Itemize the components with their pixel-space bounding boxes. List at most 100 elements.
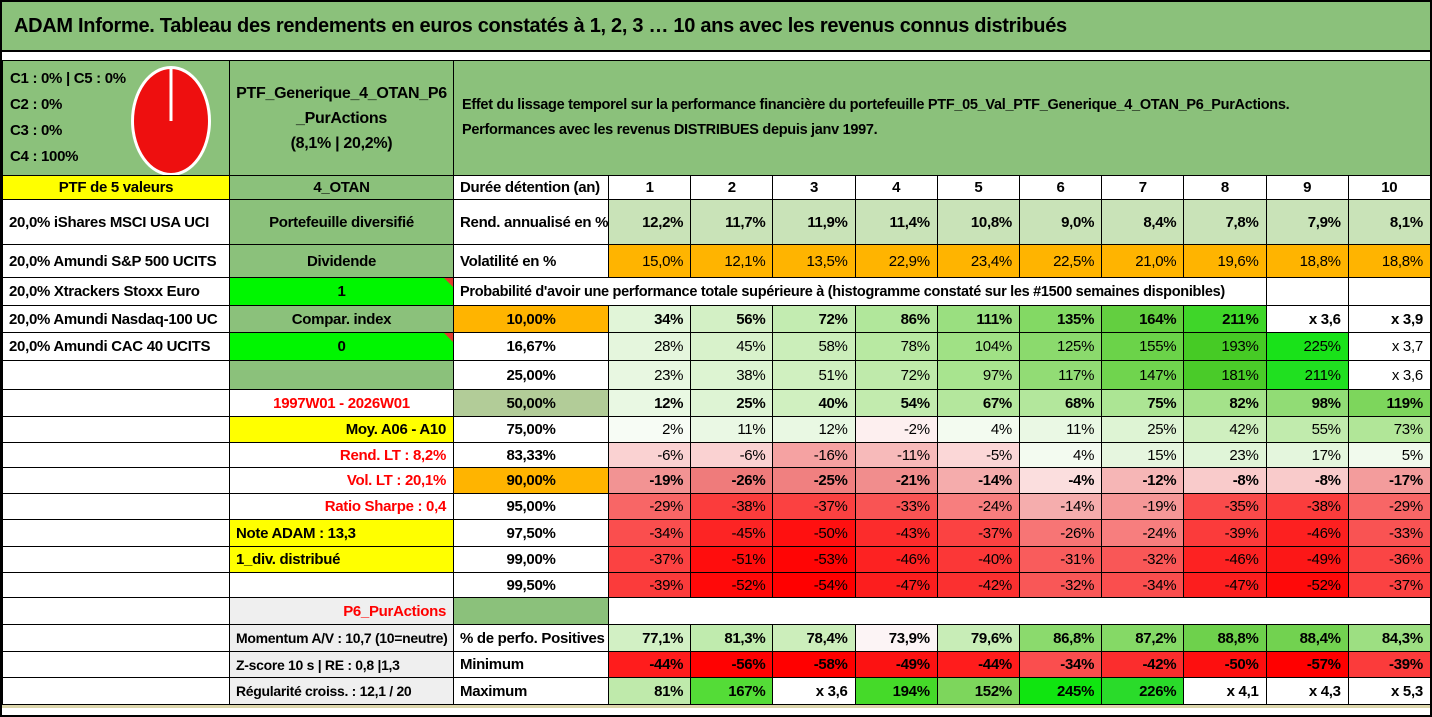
value-cell[interactable]: -39% (1184, 520, 1267, 547)
value-cell[interactable]: 111% (937, 306, 1020, 333)
value-cell[interactable]: -19% (609, 468, 692, 494)
value-cell[interactable]: 7,8% (1184, 200, 1267, 245)
value-cell[interactable]: 81% (609, 678, 692, 705)
value-cell[interactable]: -4% (1019, 468, 1103, 494)
fund-label-cell[interactable]: 20,0% Amundi Nasdaq-100 UC (3, 306, 230, 333)
value-cell[interactable]: 18,8% (1266, 245, 1349, 278)
value-cell[interactable]: 11,7% (691, 200, 774, 245)
value-cell[interactable]: -42% (1102, 652, 1185, 678)
value-cell[interactable]: 155% (1102, 333, 1185, 361)
value-cell[interactable]: 87,2% (1102, 625, 1185, 652)
fund-label-cell[interactable] (3, 361, 230, 390)
value-cell[interactable]: -29% (1348, 494, 1430, 520)
value-cell[interactable]: 225% (1266, 333, 1349, 361)
value-cell[interactable]: -12% (1102, 468, 1185, 494)
value-cell[interactable]: -8% (1266, 468, 1349, 494)
value-cell[interactable]: -19% (1102, 494, 1185, 520)
value-cell[interactable]: 11,4% (855, 200, 938, 245)
side-label-cell[interactable]: Momentum A/V : 10,7 (10=neutre) (230, 625, 454, 652)
fund-label-cell[interactable] (3, 520, 230, 547)
value-cell[interactable]: 78% (855, 333, 938, 361)
value-cell[interactable]: 25% (691, 390, 774, 417)
side-label-cell[interactable]: 1 (230, 278, 454, 306)
row-label-cell[interactable]: 25,00% (454, 361, 609, 390)
row-label-cell[interactable]: 16,67% (454, 333, 609, 361)
value-cell[interactable]: -31% (1019, 547, 1103, 573)
fund-label-cell[interactable]: 20,0% Amundi S&P 500 UCITS (3, 245, 230, 278)
value-cell[interactable]: -38% (691, 494, 774, 520)
value-cell[interactable]: -45% (691, 520, 774, 547)
value-cell[interactable]: 68% (1019, 390, 1103, 417)
side-label-cell[interactable] (230, 573, 454, 598)
value-cell[interactable]: 211% (1184, 306, 1267, 333)
fund-label-cell[interactable]: 20,0% Amundi CAC 40 UCITS (3, 333, 230, 361)
side-label-cell[interactable]: P6_PurActions (230, 598, 454, 625)
fund-label-cell[interactable] (3, 625, 230, 652)
value-cell[interactable]: -46% (1266, 520, 1349, 547)
value-cell[interactable]: 4% (937, 417, 1020, 443)
year-column-header-6[interactable]: 6 (1019, 176, 1103, 200)
value-cell[interactable]: 125% (1019, 333, 1103, 361)
row-label-cell[interactable]: 90,00% (454, 468, 609, 494)
value-cell[interactable]: -14% (937, 468, 1020, 494)
value-cell[interactable]: 152% (937, 678, 1020, 705)
value-cell[interactable]: -50% (773, 520, 856, 547)
value-cell[interactable]: -40% (937, 547, 1020, 573)
value-cell[interactable]: 25% (1102, 417, 1185, 443)
value-cell[interactable]: -47% (1184, 573, 1267, 598)
value-cell[interactable]: -56% (691, 652, 774, 678)
value-cell[interactable]: 82% (1184, 390, 1267, 417)
value-cell[interactable]: 73% (1348, 417, 1430, 443)
value-cell[interactable]: -8% (1184, 468, 1267, 494)
corner-a-label[interactable]: PTF de 5 valeurs (3, 176, 230, 200)
year-column-header-10[interactable]: 10 (1348, 176, 1430, 200)
value-cell[interactable]: -39% (609, 573, 692, 598)
value-cell[interactable]: 22,9% (855, 245, 938, 278)
row-label-cell[interactable]: Volatilité en % (454, 245, 609, 278)
value-cell[interactable]: 15% (1102, 443, 1185, 468)
duration-header-label[interactable]: Durée détention (an) (454, 176, 609, 200)
empty-merged-cell[interactable] (609, 598, 1430, 625)
value-cell[interactable]: -32% (1102, 547, 1185, 573)
row-label-cell[interactable]: 99,50% (454, 573, 609, 598)
fund-label-cell[interactable] (3, 573, 230, 598)
value-cell[interactable]: 78,4% (773, 625, 856, 652)
year-column-header-7[interactable]: 7 (1102, 176, 1185, 200)
value-cell[interactable]: 135% (1019, 306, 1103, 333)
value-cell[interactable]: 11% (1019, 417, 1103, 443)
value-cell[interactable]: 75% (1102, 390, 1185, 417)
value-cell[interactable]: x 3,7 (1348, 333, 1430, 361)
corner-b-label[interactable]: 4_OTAN (230, 176, 454, 200)
value-cell[interactable]: 104% (937, 333, 1020, 361)
row-label-cell[interactable]: 10,00% (454, 306, 609, 333)
value-cell[interactable]: 23,4% (937, 245, 1020, 278)
side-label-cell[interactable]: Portefeuille diversifié (230, 200, 454, 245)
value-cell[interactable]: 9,0% (1019, 200, 1103, 245)
value-cell[interactable]: 58% (773, 333, 856, 361)
empty-cell[interactable] (1266, 278, 1349, 306)
value-cell[interactable]: 23% (609, 361, 692, 390)
value-cell[interactable]: 81,3% (691, 625, 774, 652)
value-cell[interactable]: -11% (855, 443, 938, 468)
value-cell[interactable]: -37% (609, 547, 692, 573)
fund-label-cell[interactable] (3, 417, 230, 443)
value-cell[interactable]: -50% (1184, 652, 1267, 678)
value-cell[interactable]: -17% (1348, 468, 1430, 494)
value-cell[interactable]: -44% (937, 652, 1020, 678)
value-cell[interactable]: -34% (609, 520, 692, 547)
fund-label-cell[interactable] (3, 547, 230, 573)
value-cell[interactable]: 84,3% (1348, 625, 1430, 652)
row-label-cell[interactable]: 50,00% (454, 390, 609, 417)
spacer-cell[interactable] (454, 598, 609, 625)
value-cell[interactable]: -24% (1102, 520, 1185, 547)
value-cell[interactable]: -54% (773, 573, 856, 598)
value-cell[interactable]: x 4,3 (1266, 678, 1349, 705)
year-column-header-5[interactable]: 5 (937, 176, 1020, 200)
value-cell[interactable]: -32% (1019, 573, 1103, 598)
fund-label-cell[interactable] (3, 468, 230, 494)
allocation-cell[interactable]: C1 : 0% | C5 : 0% C2 : 0% C3 : 0% C4 : 1… (3, 61, 230, 176)
side-label-cell[interactable]: Rend. LT : 8,2% (230, 443, 454, 468)
row-label-cell[interactable]: 97,50% (454, 520, 609, 547)
value-cell[interactable]: 51% (773, 361, 856, 390)
value-cell[interactable]: x 5,3 (1348, 678, 1430, 705)
